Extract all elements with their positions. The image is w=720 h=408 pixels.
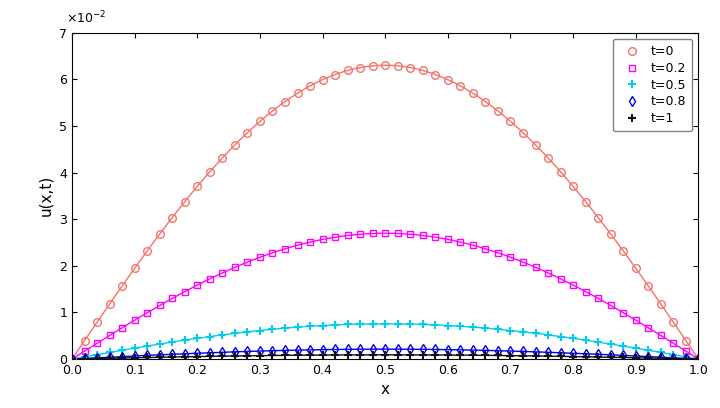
t=0	[694, 357, 703, 361]
Text: $\times 10^{-2}$: $\times 10^{-2}$	[66, 9, 106, 26]
t=0.8	[531, 349, 540, 354]
t=0.5	[268, 327, 276, 332]
t=1	[381, 353, 390, 357]
t=0.5	[682, 355, 690, 359]
t=0	[205, 169, 214, 174]
Line: t=0.5: t=0.5	[68, 319, 703, 363]
t=0	[381, 63, 390, 68]
t=0.8	[68, 357, 76, 361]
t=0.5	[694, 357, 703, 361]
t=0.8	[694, 357, 703, 361]
t=0	[256, 119, 264, 124]
t=0.8	[256, 348, 264, 353]
Line: t=1: t=1	[68, 350, 703, 363]
t=0.8	[205, 350, 214, 355]
t=0.5	[531, 331, 540, 336]
t=0.5	[68, 357, 76, 361]
t=0.2	[68, 357, 76, 361]
t=0.2	[531, 265, 540, 270]
t=0	[268, 109, 276, 113]
t=0	[494, 109, 503, 113]
t=0.2	[381, 231, 390, 236]
t=0.2	[205, 276, 214, 281]
Y-axis label: u(x,t): u(x,t)	[39, 175, 53, 217]
X-axis label: x: x	[381, 382, 390, 397]
t=0.5	[256, 328, 264, 333]
t=1	[531, 353, 540, 358]
t=0.5	[205, 334, 214, 339]
t=1	[682, 356, 690, 361]
t=0	[68, 357, 76, 361]
t=1	[256, 353, 264, 358]
t=0.5	[381, 322, 390, 326]
t=0.8	[268, 348, 276, 353]
t=0.2	[682, 349, 690, 354]
Legend: t=0, t=0.2, t=0.5, t=0.8, t=1: t=0, t=0.2, t=0.5, t=0.8, t=1	[613, 39, 692, 131]
t=1	[68, 357, 76, 361]
t=1	[694, 357, 703, 361]
t=1	[494, 353, 503, 358]
t=1	[268, 353, 276, 358]
t=0.5	[494, 327, 503, 332]
Line: t=0.8: t=0.8	[68, 346, 702, 363]
t=0.8	[494, 348, 503, 353]
Line: t=0.2: t=0.2	[68, 230, 702, 363]
t=0.2	[694, 357, 703, 361]
t=0.2	[256, 255, 264, 260]
t=1	[205, 354, 214, 359]
t=0.2	[268, 251, 276, 255]
t=0.8	[381, 347, 390, 352]
t=0.8	[682, 356, 690, 361]
t=0	[531, 142, 540, 147]
t=0	[682, 338, 690, 343]
Line: t=0: t=0	[68, 62, 702, 363]
t=0.2	[494, 251, 503, 255]
